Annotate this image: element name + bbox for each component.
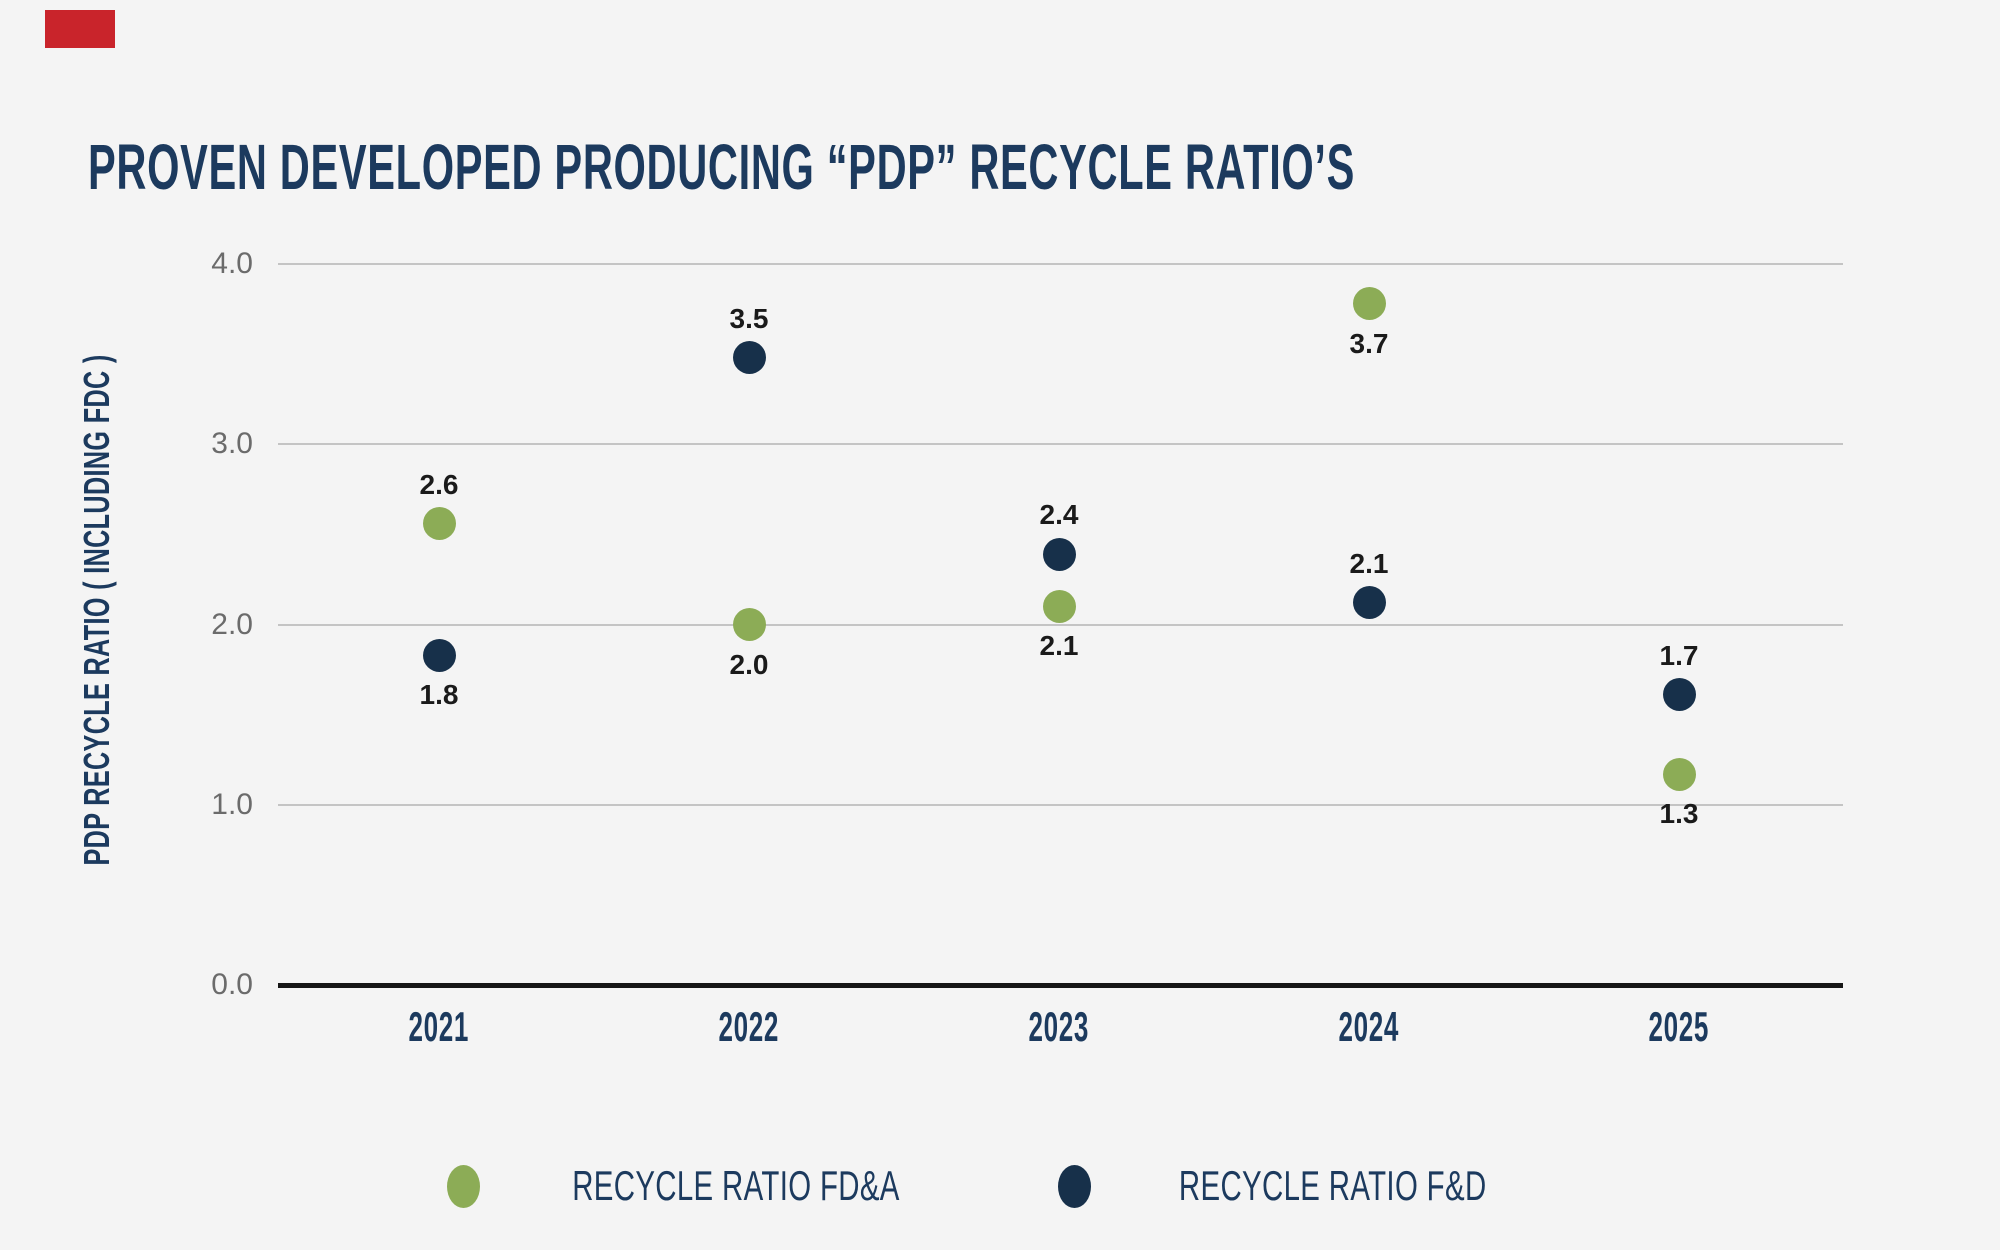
legend-label-text: RECYCLE RATIO F&D [1179, 1162, 1487, 1209]
point-label-recycle-ratio-f&d-2025: 1.7 [1659, 639, 1699, 671]
x-tick-label-text: 2021 [408, 1003, 470, 1050]
point-label-recycle-ratio-fd&a-2022: 2.0 [729, 648, 769, 680]
point-label-recycle-ratio-f&d-2022: 3.5 [729, 302, 769, 334]
x-tick-label-2021: 2021 [339, 1004, 539, 1050]
point-label-recycle-ratio-f&d-2024: 2.1 [1349, 547, 1389, 579]
point-recycle-ratio-f&d-2024 [1352, 586, 1386, 620]
legend: RECYCLE RATIO FD&A RECYCLE RATIO F&D [0, 1158, 2000, 1214]
y-tick-label-4.0: 4.0 [211, 247, 253, 280]
y-tick-label-2.0: 2.0 [211, 607, 253, 641]
point-recycle-ratio-fd&a-2025 [1662, 757, 1696, 791]
legend-item: RECYCLE RATIO FD&A [447, 1158, 970, 1214]
point-recycle-ratio-fd&a-2022 [732, 608, 766, 641]
point-recycle-ratio-fd&a-2024 [1352, 287, 1386, 321]
legend-label: RECYCLE RATIO F&D [1113, 1158, 1552, 1214]
y-tick-label-1.0: 1.0 [211, 787, 253, 821]
point-recycle-ratio-fd&a-2021 [422, 507, 456, 541]
x-tick-label-2022: 2022 [649, 1004, 849, 1050]
point-label-recycle-ratio-fd&a-2023: 2.1 [1039, 630, 1079, 662]
point-label-recycle-ratio-f&d-2023: 2.4 [1039, 499, 1079, 531]
point-recycle-ratio-f&d-2023 [1042, 537, 1076, 571]
legend-marker-icon [1058, 1164, 1092, 1208]
point-recycle-ratio-f&d-2022 [732, 341, 766, 375]
legend-item: RECYCLE RATIO F&D [1058, 1158, 1552, 1214]
x-tick-label-2024: 2024 [1269, 1004, 1469, 1050]
gridline-1.0 [278, 803, 1843, 806]
point-label-recycle-ratio-fd&a-2025: 1.3 [1659, 798, 1699, 830]
point-label-recycle-ratio-fd&a-2021: 2.6 [419, 468, 459, 500]
x-tick-label-text: 2024 [1338, 1003, 1400, 1050]
point-label-recycle-ratio-f&d-2021: 1.8 [419, 679, 459, 711]
y-tick-label-0.0: 0.0 [211, 968, 253, 1001]
chart-title: PROVEN DEVELOPED PRODUCING “PDP” RECYCLE… [88, 135, 2000, 199]
x-tick-label-text: 2023 [1028, 1003, 1090, 1050]
x-tick-label-2025: 2025 [1579, 1004, 1779, 1050]
y-axis-title: PDP RECYCLE RATIO ( INCLUDING FDC ) [76, 160, 117, 1060]
y-tick-label-3.0: 3.0 [211, 427, 253, 461]
point-label-recycle-ratio-fd&a-2024: 3.7 [1349, 327, 1389, 359]
legend-label: RECYCLE RATIO FD&A [502, 1158, 970, 1214]
x-tick-label-text: 2022 [718, 1003, 780, 1050]
legend-marker-icon [447, 1164, 481, 1208]
point-recycle-ratio-f&d-2025 [1662, 678, 1696, 712]
gridline-4.0 [278, 263, 1843, 265]
point-recycle-ratio-f&d-2021 [422, 638, 456, 672]
chart-title-text: PROVEN DEVELOPED PRODUCING “PDP” RECYCLE… [88, 130, 1356, 203]
x-axis-line [278, 983, 1843, 988]
gridline-3.0 [278, 443, 1843, 446]
point-recycle-ratio-fd&a-2023 [1042, 589, 1076, 623]
brand-mark [45, 10, 115, 48]
y-axis-title-text: PDP RECYCLE RATIO ( INCLUDING FDC ) [76, 354, 117, 866]
x-tick-label-2023: 2023 [959, 1004, 1159, 1050]
legend-label-text: RECYCLE RATIO FD&A [572, 1162, 901, 1209]
x-tick-label-text: 2025 [1648, 1003, 1710, 1050]
gridline-2.0 [278, 623, 1843, 626]
